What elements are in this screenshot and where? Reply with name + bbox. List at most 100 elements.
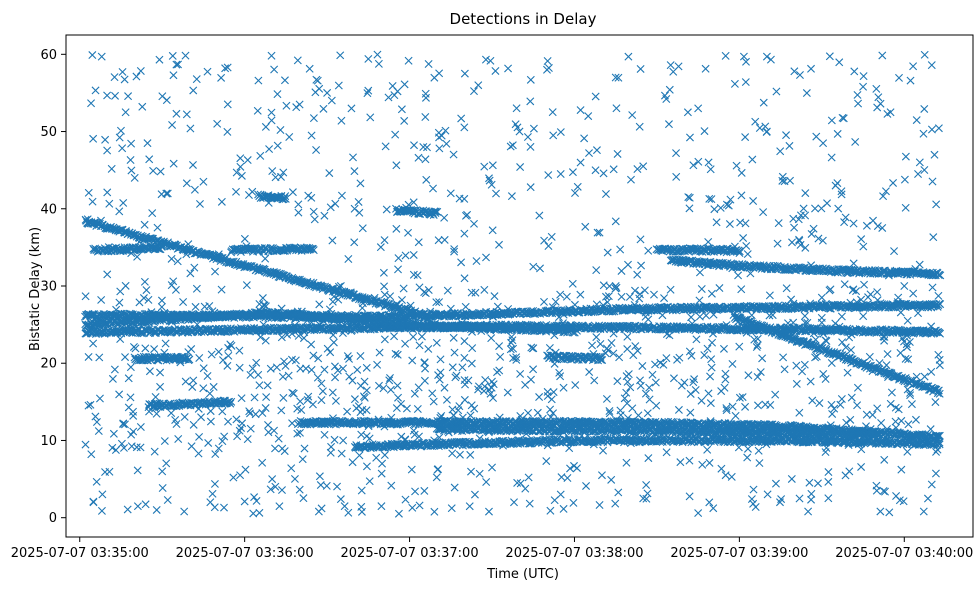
detection-marker [167,254,176,263]
detection-marker [288,388,297,397]
detection-marker [801,243,810,252]
detection-marker [737,168,746,177]
detection-marker [704,389,713,398]
detection-marker [235,363,244,372]
detection-marker [315,84,324,93]
detection-marker [712,218,721,227]
detection-marker [434,371,443,380]
detection-marker [417,332,426,341]
detection-marker [223,127,232,136]
detection-marker [210,479,219,488]
detection-marker [362,386,371,395]
detection-marker [549,131,558,140]
detection-marker [613,377,622,386]
detection-marker [573,182,582,191]
detection-marker [272,363,281,372]
detection-marker [771,390,780,399]
detection-marker [192,284,201,293]
detection-marker [110,73,119,82]
detection-marker [145,367,154,376]
detection-marker [420,376,429,385]
detection-marker [274,434,283,443]
detection-marker [172,60,181,69]
detection-marker [136,443,145,452]
detection-marker [599,281,608,290]
detection-marker [799,204,808,213]
detection-marker [103,188,112,197]
detection-marker [853,401,862,410]
detection-marker [448,449,457,458]
detection-marker [218,407,227,416]
detection-marker [525,499,534,508]
detection-marker [237,171,246,180]
track-marker [936,300,945,309]
detection-marker [158,92,167,101]
detection-marker [761,122,770,131]
detection-marker [217,197,226,206]
detection-marker [841,213,850,222]
detection-marker [788,238,796,247]
detection-marker [424,60,433,68]
detection-marker [421,113,430,121]
detection-marker [846,415,855,424]
detection-marker [384,93,393,102]
detection-marker [872,84,881,93]
detection-marker [330,435,339,444]
detection-marker [928,177,937,186]
detection-marker [211,267,220,276]
detection-marker [265,145,274,154]
detection-marker [927,367,936,376]
detection-marker [611,499,620,508]
detection-marker [110,365,119,374]
detection-marker [796,240,805,249]
detection-marker [546,506,555,515]
detection-marker [897,416,906,425]
detection-marker [879,487,888,496]
detection-marker [571,381,580,390]
detection-marker [637,261,646,270]
detection-marker [337,116,346,125]
detection-marker [194,449,203,458]
detection-marker [88,51,97,60]
detection-marker [571,189,580,198]
detection-marker [903,447,912,456]
detection-marker [285,132,294,141]
detection-marker [133,502,142,511]
detection-marker [481,55,490,64]
detection-marker [119,420,128,429]
detection-marker [408,356,417,365]
detection-marker [186,269,195,278]
detection-marker [686,389,695,398]
detection-marker [307,131,316,140]
detection-marker [189,420,198,429]
detection-marker [694,157,703,166]
detection-marker [744,371,753,380]
detection-marker [557,473,566,482]
detection-marker [545,343,554,352]
detection-marker [487,180,496,189]
detection-marker [592,266,601,275]
detection-marker [432,473,441,482]
detection-marker [156,167,165,176]
detection-marker [214,444,223,453]
detection-marker [309,114,318,123]
detection-marker [873,222,882,231]
detection-marker [503,388,512,397]
detection-marker [480,387,488,396]
detection-marker [141,344,150,353]
detection-marker [877,419,886,428]
detection-marker [509,354,518,363]
detection-marker [909,289,918,298]
detection-marker [318,387,327,396]
detection-marker [480,285,489,294]
detection-marker [156,368,165,377]
detection-marker [672,149,681,158]
track-marker [935,389,944,398]
detection-marker [689,378,698,387]
detection-marker [482,477,491,486]
detection-marker [911,415,920,424]
detection-marker [540,297,548,306]
detection-marker [409,250,418,259]
detection-marker [607,339,616,347]
detection-marker [187,442,196,451]
